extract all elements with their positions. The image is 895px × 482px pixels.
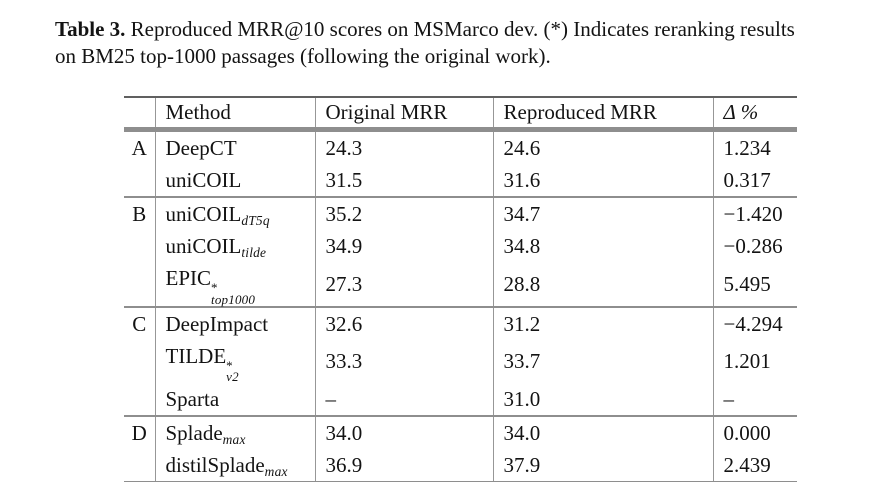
method-superscript: * — [226, 357, 233, 373]
group-label — [124, 383, 155, 416]
reproduced-mrr-value: 28.8 — [492, 262, 713, 307]
method-subscript: max — [264, 464, 288, 480]
reproduced-mrr-value: 34.8 — [492, 230, 713, 262]
table-row: distilSplademax 36.9 37.9 2.439 — [124, 449, 797, 482]
header-method: Method — [154, 97, 315, 130]
reproduced-mrr-value: 31.0 — [492, 383, 713, 417]
reproduced-mrr-value: 31.6 — [492, 164, 713, 197]
table-row: uniCOIL 31.5 31.6 0.317 — [124, 164, 797, 197]
method-name: uniCOIL — [165, 202, 242, 226]
method-name: Splade — [165, 421, 223, 446]
table-row: D Splademax 34.0 34.0 0.000 — [124, 416, 797, 450]
reproduced-mrr-value: 33.7 — [492, 339, 713, 384]
method-cell: DeepCT — [154, 129, 315, 164]
method-name: uniCOIL — [165, 234, 242, 258]
method-cell: Sparta — [154, 383, 315, 417]
method-sup-sub: * top1000 — [211, 280, 256, 307]
method-subscript: v2 — [226, 369, 239, 385]
delta-percent-value: 0.000 — [712, 416, 797, 450]
method-name: EPIC — [165, 266, 212, 290]
method-subscript: top1000 — [211, 291, 256, 307]
method-name: TILDE — [165, 343, 227, 368]
header-row: Method Original MRR Reproduced MRR Δ % — [124, 97, 797, 130]
table-row: Sparta – 31.0 – — [124, 383, 797, 417]
group-label: B — [132, 202, 147, 226]
reproduced-mrr-value: 34.7 — [492, 197, 713, 230]
caption-line-2: on BM25 top-1000 passages (following the… — [55, 44, 551, 68]
group-label: A — [131, 136, 147, 160]
reproduced-mrr-value: 37.9 — [492, 449, 713, 482]
method-cell: uniCOIL — [154, 164, 315, 197]
table-caption: Table 3. Reproduced MRR@10 scores on MSM… — [55, 16, 860, 70]
method-name: Sparta — [165, 387, 220, 412]
caption-line-1: Table 3. Reproduced MRR@10 scores on MSM… — [55, 16, 860, 43]
delta-percent-value: −4.294 — [712, 306, 797, 340]
group-label — [124, 262, 155, 307]
delta-percent-value: 1.234 — [712, 129, 797, 164]
delta-percent-value: 2.439 — [712, 449, 797, 482]
method-cell: DeepImpact — [154, 306, 315, 340]
original-mrr-value: 34.9 — [314, 230, 493, 262]
original-mrr-value: 33.3 — [314, 339, 493, 384]
header-delta-percent: Δ % — [712, 97, 797, 130]
table-row: EPIC * top1000 27.3 28.8 5.495 — [124, 262, 797, 307]
delta-percent-value: −0.286 — [712, 230, 797, 262]
original-mrr-value: 34.0 — [314, 416, 493, 450]
method-name: uniCOIL — [165, 168, 242, 192]
delta-percent-value: 1.201 — [712, 339, 797, 384]
delta-percent-value: −1.420 — [712, 197, 797, 230]
reproduced-mrr-value: 31.2 — [492, 306, 713, 340]
table-row: uniCOILtilde 34.9 34.8 −0.286 — [124, 230, 797, 262]
method-cell: distilSplademax — [154, 449, 315, 482]
group-label — [124, 340, 155, 384]
original-mrr-value: 27.3 — [314, 262, 493, 307]
reproduced-mrr-value: 34.0 — [492, 416, 713, 450]
method-superscript: * — [211, 280, 218, 296]
group-label — [124, 230, 155, 262]
method-cell: TILDE * v2 — [154, 339, 315, 385]
caption-label: Table 3. — [55, 17, 126, 41]
method-name: DeepImpact — [165, 311, 269, 336]
method-cell: Splademax — [154, 416, 315, 450]
method-cell: uniCOILtilde — [154, 230, 315, 262]
method-cell: EPIC * top1000 — [154, 262, 315, 307]
header-original-mrr: Original MRR — [314, 97, 493, 130]
reproduced-mrr-value: 24.6 — [492, 129, 713, 164]
method-subscript: dT5q — [241, 213, 270, 229]
delta-percent-value: 0.317 — [712, 164, 797, 197]
group-label — [124, 164, 155, 197]
method-sup-sub: * v2 — [226, 357, 239, 385]
caption-text-1: Reproduced MRR@10 scores on MSMarco dev.… — [130, 17, 795, 41]
delta-percent-value: 5.495 — [712, 262, 797, 307]
header-group — [124, 97, 155, 130]
method-cell: uniCOILdT5q — [154, 197, 315, 230]
method-name: DeepCT — [165, 136, 237, 160]
results-table: Method Original MRR Reproduced MRR Δ % A… — [124, 96, 797, 482]
group-label: D — [131, 421, 147, 446]
method-name: distilSplade — [165, 453, 265, 478]
table-row: A DeepCT 24.3 24.6 1.234 — [124, 129, 797, 164]
original-mrr-value: – — [314, 383, 493, 417]
header-reproduced-mrr: Reproduced MRR — [492, 97, 713, 130]
method-subscript: max — [222, 432, 246, 448]
group-label — [124, 449, 155, 482]
original-mrr-value: 36.9 — [314, 449, 493, 482]
original-mrr-value: 32.6 — [314, 306, 493, 340]
method-subscript: tilde — [241, 245, 267, 261]
table-row: C DeepImpact 32.6 31.2 −4.294 — [124, 306, 797, 340]
table-row: B uniCOILdT5q 35.2 34.7 −1.420 — [124, 197, 797, 230]
original-mrr-value: 24.3 — [314, 129, 493, 164]
delta-percent-value: – — [712, 383, 797, 417]
original-mrr-value: 35.2 — [314, 197, 493, 230]
table-row: TILDE * v2 33.3 33.7 1.201 — [124, 339, 797, 385]
group-label: C — [132, 311, 147, 336]
original-mrr-value: 31.5 — [314, 164, 493, 197]
